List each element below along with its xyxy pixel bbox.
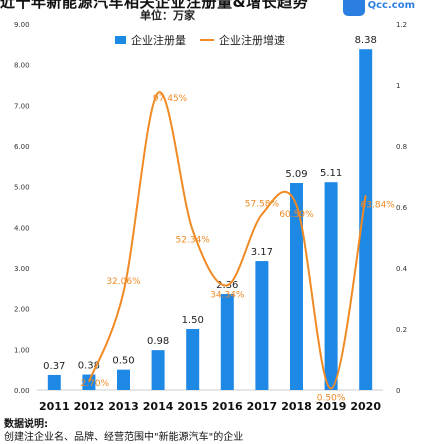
line-data-label: 63.84%: [361, 200, 396, 210]
legend-bar-swatch: [115, 36, 126, 44]
bar: [186, 329, 200, 390]
bar: [290, 183, 303, 390]
bar: [151, 350, 165, 390]
notes-heading: 数据说明:: [4, 419, 48, 430]
y-left-tick-label: 2.00: [14, 306, 30, 314]
y-left-tick-label: 7.00: [14, 102, 30, 110]
brand-logo: Qcc.com: [342, 0, 415, 16]
y-left-tick-label: 3.00: [14, 265, 30, 273]
legend-bar-label: 企业注册量: [131, 34, 186, 47]
bar-data-label: 0.50: [112, 356, 134, 367]
bar-data-label: 8.38: [355, 35, 377, 46]
y-left-tick-label: 4.00: [14, 224, 30, 232]
growth-line: [87, 91, 367, 390]
bar-data-label: 5.11: [320, 168, 342, 179]
line-data-label: 0.50%: [317, 393, 346, 403]
x-tick-label: 2017: [247, 400, 278, 413]
unit-label: 单位：万家: [140, 9, 195, 22]
bar-data-label: 0.38: [78, 361, 100, 372]
y-left-tick-label: 1.00: [14, 346, 30, 354]
x-tick-label: 2019: [316, 400, 347, 413]
legend-line-swatch: [200, 39, 214, 41]
y-left-tick-label: 9.00: [14, 21, 30, 29]
line-data-label: 60.59%: [279, 210, 314, 220]
legend-line-label: 企业注册增速: [219, 34, 285, 47]
notes-line: 创建注企业名、品牌、经营范围中"新能源汽车"的企业: [4, 432, 244, 443]
x-tick-label: 2013: [108, 400, 139, 413]
bar: [117, 369, 130, 390]
y-left-tick-label: 0.00: [14, 387, 30, 395]
bar: [82, 374, 96, 390]
y-right-tick-label: 0.8: [396, 143, 407, 151]
bar-data-label: 5.09: [285, 169, 307, 180]
x-tick-label: 2018: [281, 400, 312, 413]
line-data-label: 97.45%: [153, 94, 188, 104]
y-right-tick-label: 1.2: [396, 21, 407, 29]
bar: [220, 294, 234, 390]
y-right-tick-label: 0.6: [396, 204, 408, 212]
chart-title: 近十年新能源汽车相关企业注册量&增长趋势: [0, 0, 309, 11]
bar-data-label: 0.98: [147, 336, 169, 347]
brand-logo-text: Qcc.com: [367, 0, 415, 11]
bar-data-label: 3.17: [251, 247, 273, 258]
bar: [324, 182, 338, 390]
line-data-label: 52.34%: [176, 235, 211, 245]
x-tick-label: 2015: [177, 400, 208, 413]
y-right-tick-label: 0.4: [396, 265, 408, 273]
legend-item-line: 企业注册增速: [200, 32, 285, 48]
y-right-tick-label: 1: [396, 82, 400, 90]
x-tick-label: 2016: [212, 400, 243, 413]
line-data-label: 34.34%: [210, 290, 245, 300]
chart: 0.00 1.00 2.00 3.00 4.00 5.00 6.00 7.00 8.00 9.00…: [14, 21, 408, 413]
data-notes: 数据说明: 创建注企业名、品牌、经营范围中"新能源汽车"的企业: [4, 418, 243, 444]
x-tick-label: 2020: [350, 400, 381, 413]
x-tick-label: 2011: [39, 400, 70, 413]
y-left-tick-label: 6.00: [14, 143, 30, 151]
line-data-label: 2.70%: [81, 379, 110, 389]
y-right-tick-label: 0.2: [396, 326, 407, 334]
bar: [47, 374, 61, 390]
legend: 企业注册量 企业注册增速: [115, 32, 285, 48]
bar: [359, 49, 373, 391]
y-left-tick-label: 8.00: [14, 62, 30, 70]
line-data-label: 32.06%: [106, 277, 141, 287]
brand-logo-icon: [342, 0, 365, 16]
line-data-label: 57.58%: [245, 199, 280, 209]
bar: [255, 261, 269, 390]
bar-data-label: 1.50: [182, 315, 204, 326]
x-tick-label: 2014: [143, 400, 174, 413]
y-left-tick-label: 5.00: [14, 184, 30, 192]
legend-item-bar: 企业注册量: [115, 32, 186, 48]
bar-data-label: 0.37: [43, 361, 65, 372]
x-tick-label: 2012: [74, 400, 105, 413]
y-right-tick-label: 0: [396, 387, 400, 395]
